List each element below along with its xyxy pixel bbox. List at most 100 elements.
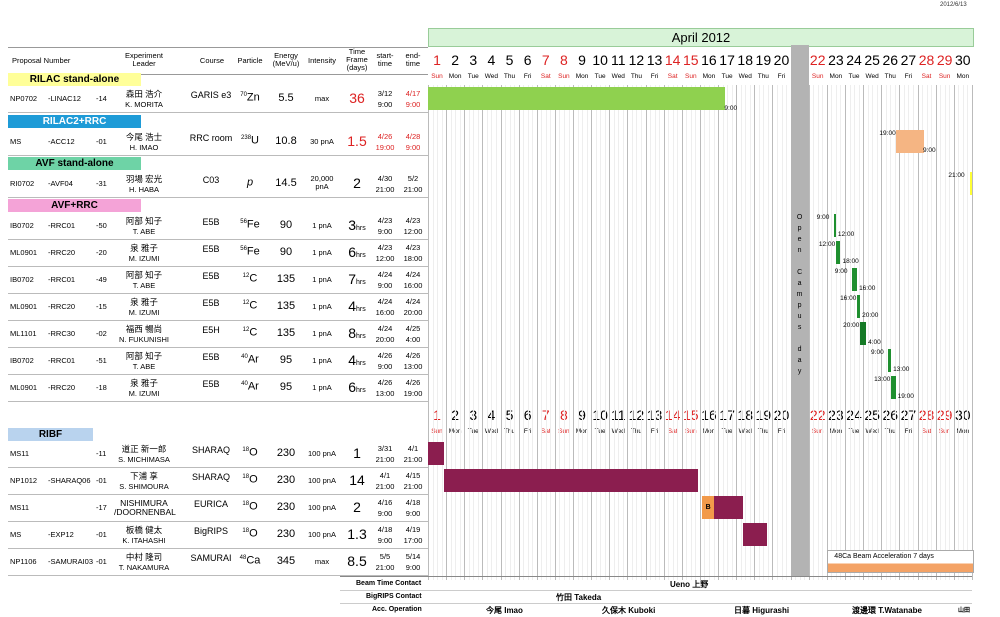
quarter-divider[interactable]: [695, 85, 697, 580]
day-of-week[interactable]: Fri: [904, 73, 913, 80]
open-campus-letter[interactable]: n: [797, 247, 802, 254]
proposal-num[interactable]: -14: [96, 94, 107, 103]
day-of-week[interactable]: Tue: [721, 73, 733, 80]
time-frame-unit[interactable]: hrs: [356, 360, 366, 367]
end-date[interactable]: 4/23: [405, 216, 421, 225]
day-number[interactable]: 5: [505, 52, 514, 68]
start-date[interactable]: 4/26: [377, 132, 393, 141]
day-number[interactable]: 24: [846, 52, 862, 68]
quarter-divider[interactable]: [722, 85, 724, 580]
bar-avf-rrc[interactable]: [857, 295, 861, 318]
day-divider[interactable]: [826, 85, 828, 580]
open-campus-letter[interactable]: O: [796, 214, 803, 221]
start-date[interactable]: 4/23: [377, 243, 393, 252]
day-of-week[interactable]: Sun: [938, 428, 951, 435]
day-of-week[interactable]: Wed: [738, 428, 752, 435]
day-of-week[interactable]: Thu: [757, 428, 769, 435]
course[interactable]: EURICA: [193, 499, 228, 509]
day-divider[interactable]: [573, 85, 575, 580]
day-of-week[interactable]: Sun: [685, 428, 697, 435]
proposal-id[interactable]: NP1106: [10, 557, 37, 566]
start-date[interactable]: 4/1: [379, 471, 391, 480]
particle-element[interactable]: p: [246, 176, 254, 189]
proposal-code[interactable]: -SAMURAI03: [48, 557, 94, 566]
bar-avf-rrc[interactable]: [891, 376, 896, 399]
end-date[interactable]: 4/25: [405, 324, 421, 333]
day-divider[interactable]: [772, 85, 774, 580]
energy[interactable]: 90: [279, 219, 293, 231]
day-of-week[interactable]: Fri: [523, 428, 532, 435]
time-frame-value[interactable]: 4: [348, 298, 357, 314]
day-divider[interactable]: [736, 85, 738, 580]
day-number[interactable]: 7: [541, 407, 550, 423]
bar-eurica[interactable]: [706, 496, 743, 519]
ca-acceleration-label[interactable]: 48Ca Beam Acceleration 7 days: [832, 553, 936, 560]
end-date[interactable]: 4/15: [405, 471, 421, 480]
open-campus-letter[interactable]: e: [797, 236, 802, 243]
day-of-week[interactable]: Fri: [650, 428, 659, 435]
day-of-week[interactable]: Thu: [884, 73, 896, 80]
course[interactable]: SHARAQ: [191, 445, 230, 455]
start-date[interactable]: 4/23: [377, 216, 393, 225]
proposal-code[interactable]: -RRC30: [48, 329, 76, 338]
particle-mass[interactable]: 56: [240, 246, 247, 252]
quarter-divider[interactable]: [912, 85, 914, 580]
day-of-week[interactable]: Sun: [811, 428, 824, 435]
course[interactable]: RRC room: [189, 133, 233, 143]
start-time[interactable]: 16:00: [375, 308, 395, 317]
quarter-divider[interactable]: [618, 85, 620, 580]
bar-start-time[interactable]: 19:00: [879, 130, 896, 137]
proposal-id[interactable]: ML0901: [10, 383, 38, 392]
time-frame-value[interactable]: 2: [353, 175, 361, 191]
particle[interactable]: 238U: [234, 135, 266, 147]
proposal-id[interactable]: MS11: [10, 503, 30, 512]
quarter-divider[interactable]: [854, 85, 856, 580]
day-number[interactable]: 30: [954, 52, 971, 68]
course[interactable]: E5B: [202, 217, 220, 227]
bar-end-time[interactable]: 4:00: [868, 339, 881, 346]
bar-start-time[interactable]: 20:00: [843, 322, 860, 329]
table-row[interactable]: MS -EXP12 -01 板橋 健太 K. ITAHASHI BigRIPS 18O 230…: [8, 521, 428, 549]
leader-name-en[interactable]: H. HABA: [128, 185, 159, 194]
bar-start-time[interactable]: 13:00: [874, 376, 891, 383]
day-of-week[interactable]: Sun: [558, 73, 570, 80]
day-number[interactable]: 14: [664, 52, 681, 68]
intensity[interactable]: 1 pnA: [312, 329, 332, 338]
quarter-divider[interactable]: [568, 85, 570, 580]
intensity[interactable]: 100 pnA: [308, 476, 336, 485]
quarter-divider[interactable]: [908, 85, 910, 580]
intensity[interactable]: 100 pnA: [308, 503, 336, 512]
day-of-week[interactable]: Wed: [865, 428, 879, 435]
start-time[interactable]: 19:00: [375, 143, 395, 152]
energy[interactable]: 10.8: [275, 135, 297, 147]
intensity[interactable]: 1 pnA: [312, 248, 332, 257]
end-time[interactable]: 17:00: [403, 536, 423, 545]
time-frame-value[interactable]: 6: [348, 244, 357, 260]
end-date[interactable]: 4/17: [405, 89, 421, 98]
energy[interactable]: 230: [276, 447, 296, 459]
time-frame-unit[interactable]: hrs: [356, 387, 366, 394]
bar-start-time[interactable]: 16:00: [840, 295, 857, 302]
start-time[interactable]: 13:00: [375, 389, 395, 398]
day-of-week[interactable]: Tue: [594, 428, 606, 435]
bar-acc12[interactable]: [895, 130, 925, 153]
time-frame-value[interactable]: 8.5: [347, 553, 367, 569]
day-number[interactable]: 6: [523, 52, 532, 68]
day-number[interactable]: 7: [541, 52, 550, 68]
day-of-week[interactable]: Sat: [540, 73, 551, 80]
quarter-divider[interactable]: [817, 85, 819, 580]
time-frame[interactable]: 6hrs: [342, 380, 372, 395]
quarter-divider[interactable]: [858, 85, 860, 580]
quarter-divider[interactable]: [967, 85, 969, 580]
day-divider[interactable]: [718, 85, 720, 580]
day-divider[interactable]: [482, 85, 484, 580]
day-number[interactable]: 4: [487, 407, 496, 423]
day-of-week[interactable]: Thu: [757, 73, 769, 80]
end-time[interactable]: 21:00: [403, 185, 423, 194]
quarter-divider[interactable]: [786, 85, 788, 580]
leader-name-en[interactable]: T. NAKAMURA: [118, 563, 170, 572]
leader-name-en[interactable]: T. ABE: [132, 227, 156, 236]
quarter-divider[interactable]: [740, 85, 742, 580]
end-time[interactable]: 4:00: [405, 335, 421, 344]
bar-start-time[interactable]: 9:00: [834, 268, 848, 275]
